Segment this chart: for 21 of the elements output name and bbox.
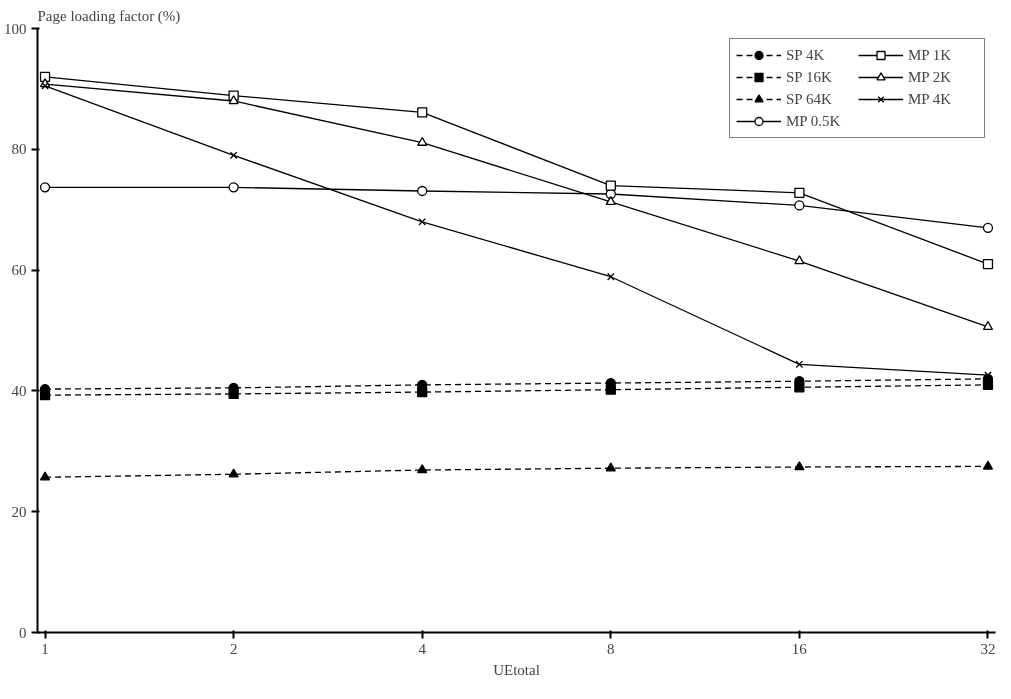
y-tick-label: 80 (11, 141, 27, 158)
y-tick-label: 20 (11, 503, 27, 520)
x-tick-label: 1 (41, 640, 49, 657)
y-tick-label: 0 (19, 624, 27, 641)
x-axis-title: UEtotal (493, 661, 540, 678)
x-tick-label: 8 (607, 640, 615, 657)
legend-label: MP 1K (908, 46, 953, 64)
y-tick-label: 100 (4, 20, 27, 37)
legend-label: MP 0.5K (786, 112, 842, 130)
legend-label: SP 16K (786, 68, 833, 86)
legend-label: MP 4K (908, 90, 953, 108)
x-tick-label: 4 (418, 640, 427, 657)
y-tick-label: 60 (11, 262, 27, 279)
x-tick-label: 2 (229, 640, 238, 657)
legend-label: SP 64K (786, 90, 833, 108)
legend-label: SP 4K (786, 46, 826, 64)
y-axis-title: Page loading factor (%) (37, 7, 181, 25)
y-tick-label: 40 (11, 382, 27, 399)
x-tick-label: 32 (980, 640, 996, 657)
legend-label: MP 2K (908, 68, 953, 86)
x-tick-label: 16 (791, 640, 808, 657)
